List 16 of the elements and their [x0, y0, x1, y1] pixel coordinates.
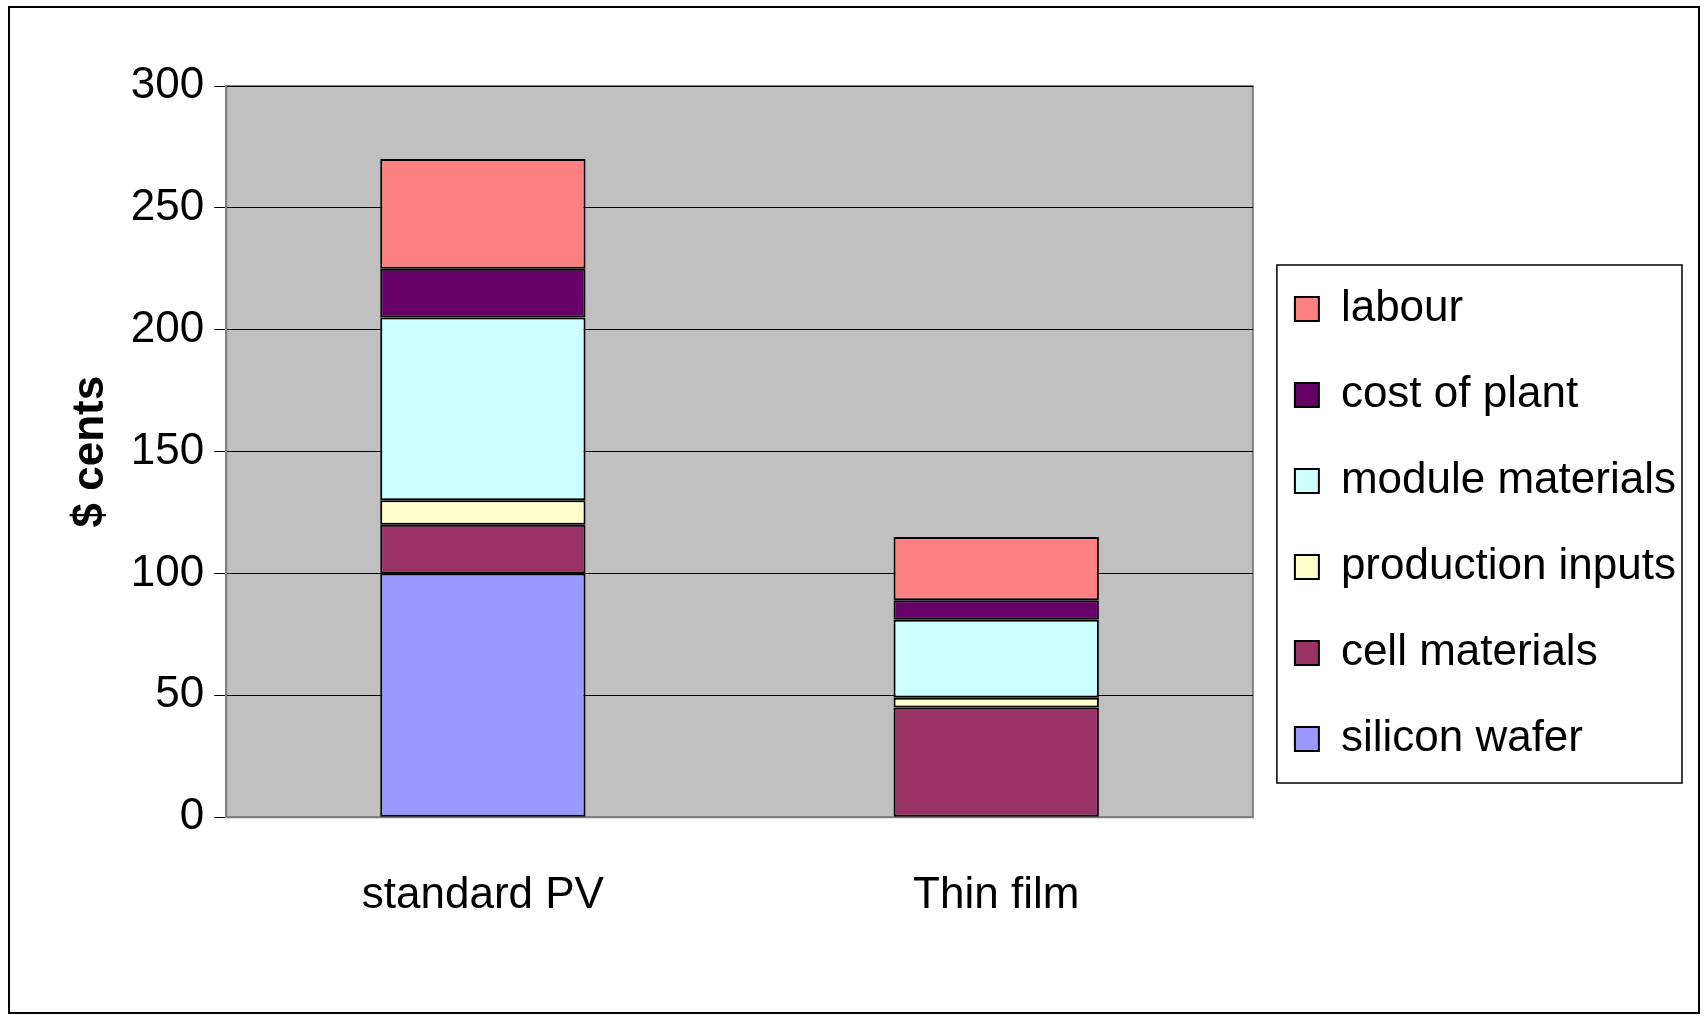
y-tick-label: 50: [155, 667, 205, 717]
legend-label: cell materials: [1340, 625, 1598, 675]
legend-label: module materials: [1340, 453, 1676, 503]
y-tick-label: 300: [130, 58, 205, 108]
y-tick-label: 200: [130, 301, 205, 351]
x-tick-label: Thin film: [913, 867, 1080, 917]
y-axis-title: $ cents: [62, 375, 112, 528]
y-tick-label: 100: [130, 545, 205, 595]
legend-label: labour: [1340, 281, 1464, 331]
x-tick-label: standard PV: [361, 867, 605, 917]
y-tick-label: 150: [130, 423, 205, 473]
legend-label: production inputs: [1340, 539, 1677, 589]
legend-label: silicon wafer: [1340, 711, 1583, 761]
y-tick-label: 250: [130, 180, 205, 230]
legend-label: cost of plant: [1340, 367, 1579, 417]
y-tick-label: 0: [179, 789, 205, 839]
